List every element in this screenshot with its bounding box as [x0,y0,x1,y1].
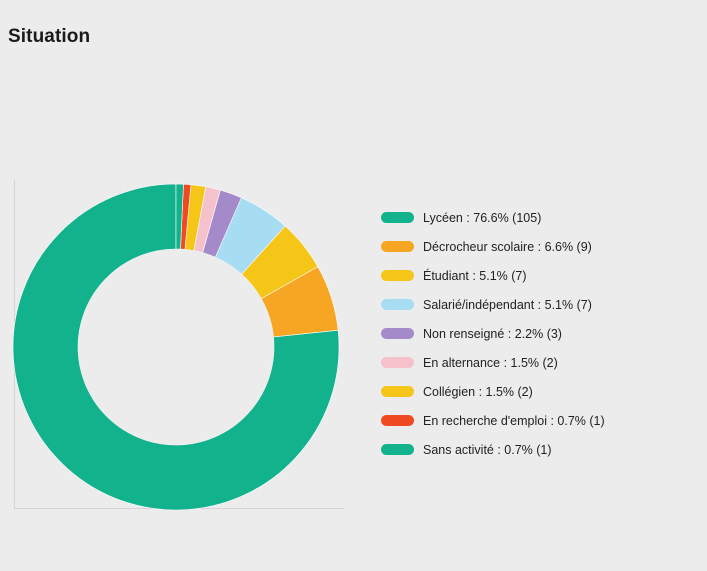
legend-swatch [381,328,414,339]
legend-item-8[interactable]: Sans activité : 0.7% (1) [381,435,701,464]
legend-swatch [381,357,414,368]
legend-label: Non renseigné : 2.2% (3) [423,326,562,341]
legend-item-6[interactable]: Collégien : 1.5% (2) [381,377,701,406]
legend-swatch [381,270,414,281]
donut-hole [78,249,274,445]
legend-item-3[interactable]: Salarié/indépendant : 5.1% (7) [381,290,701,319]
legend-label: Lycéen : 76.6% (105) [423,210,542,225]
legend-label: En recherche d'emploi : 0.7% (1) [423,413,605,428]
legend-swatch [381,241,414,252]
legend-item-5[interactable]: En alternance : 1.5% (2) [381,348,701,377]
legend-swatch [381,212,414,223]
legend-item-1[interactable]: Décrocheur scolaire : 6.6% (9) [381,232,701,261]
legend-swatch [381,415,414,426]
legend-label: Étudiant : 5.1% (7) [423,268,527,283]
chart-title: Situation [8,26,91,47]
donut-chart [12,183,340,511]
chart-legend: Lycéen : 76.6% (105) Décrocheur scolaire … [381,203,701,464]
legend-swatch [381,444,414,455]
legend-swatch [381,299,414,310]
legend-item-2[interactable]: Étudiant : 5.1% (7) [381,261,701,290]
legend-label: En alternance : 1.5% (2) [423,355,558,370]
legend-label: Collégien : 1.5% (2) [423,384,533,399]
legend-label: Salarié/indépendant : 5.1% (7) [423,297,592,312]
legend-item-7[interactable]: En recherche d'emploi : 0.7% (1) [381,406,701,435]
legend-item-0[interactable]: Lycéen : 76.6% (105) [381,203,701,232]
legend-item-4[interactable]: Non renseigné : 2.2% (3) [381,319,701,348]
legend-swatch [381,386,414,397]
legend-label: Décrocheur scolaire : 6.6% (9) [423,239,592,254]
legend-label: Sans activité : 0.7% (1) [423,442,552,457]
